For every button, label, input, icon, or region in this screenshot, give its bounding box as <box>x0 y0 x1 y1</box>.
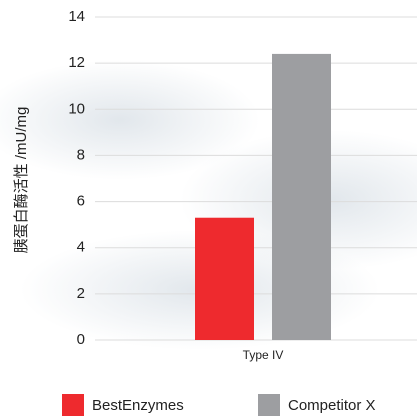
y-tick-label: 6 <box>77 193 85 210</box>
legend-swatch <box>62 394 84 416</box>
legend-swatch <box>258 394 280 416</box>
legend-label: Competitor X <box>288 397 376 414</box>
y-tick-label: 8 <box>77 146 85 163</box>
y-tick-label: 2 <box>77 285 85 302</box>
y-tick-label: 4 <box>77 239 85 256</box>
y-tick-label: 14 <box>68 8 85 25</box>
bar <box>272 53 331 341</box>
bar <box>195 217 254 340</box>
y-tick-label: 0 <box>77 331 85 348</box>
x-tick-label: Type IV <box>243 348 284 362</box>
y-tick-label: 12 <box>68 54 85 71</box>
y-tick-label: 10 <box>68 100 85 117</box>
legend-label: BestEnzymes <box>92 397 184 414</box>
y-axis-label: 胰蛋白酶活性 /mU/mg <box>13 107 30 254</box>
